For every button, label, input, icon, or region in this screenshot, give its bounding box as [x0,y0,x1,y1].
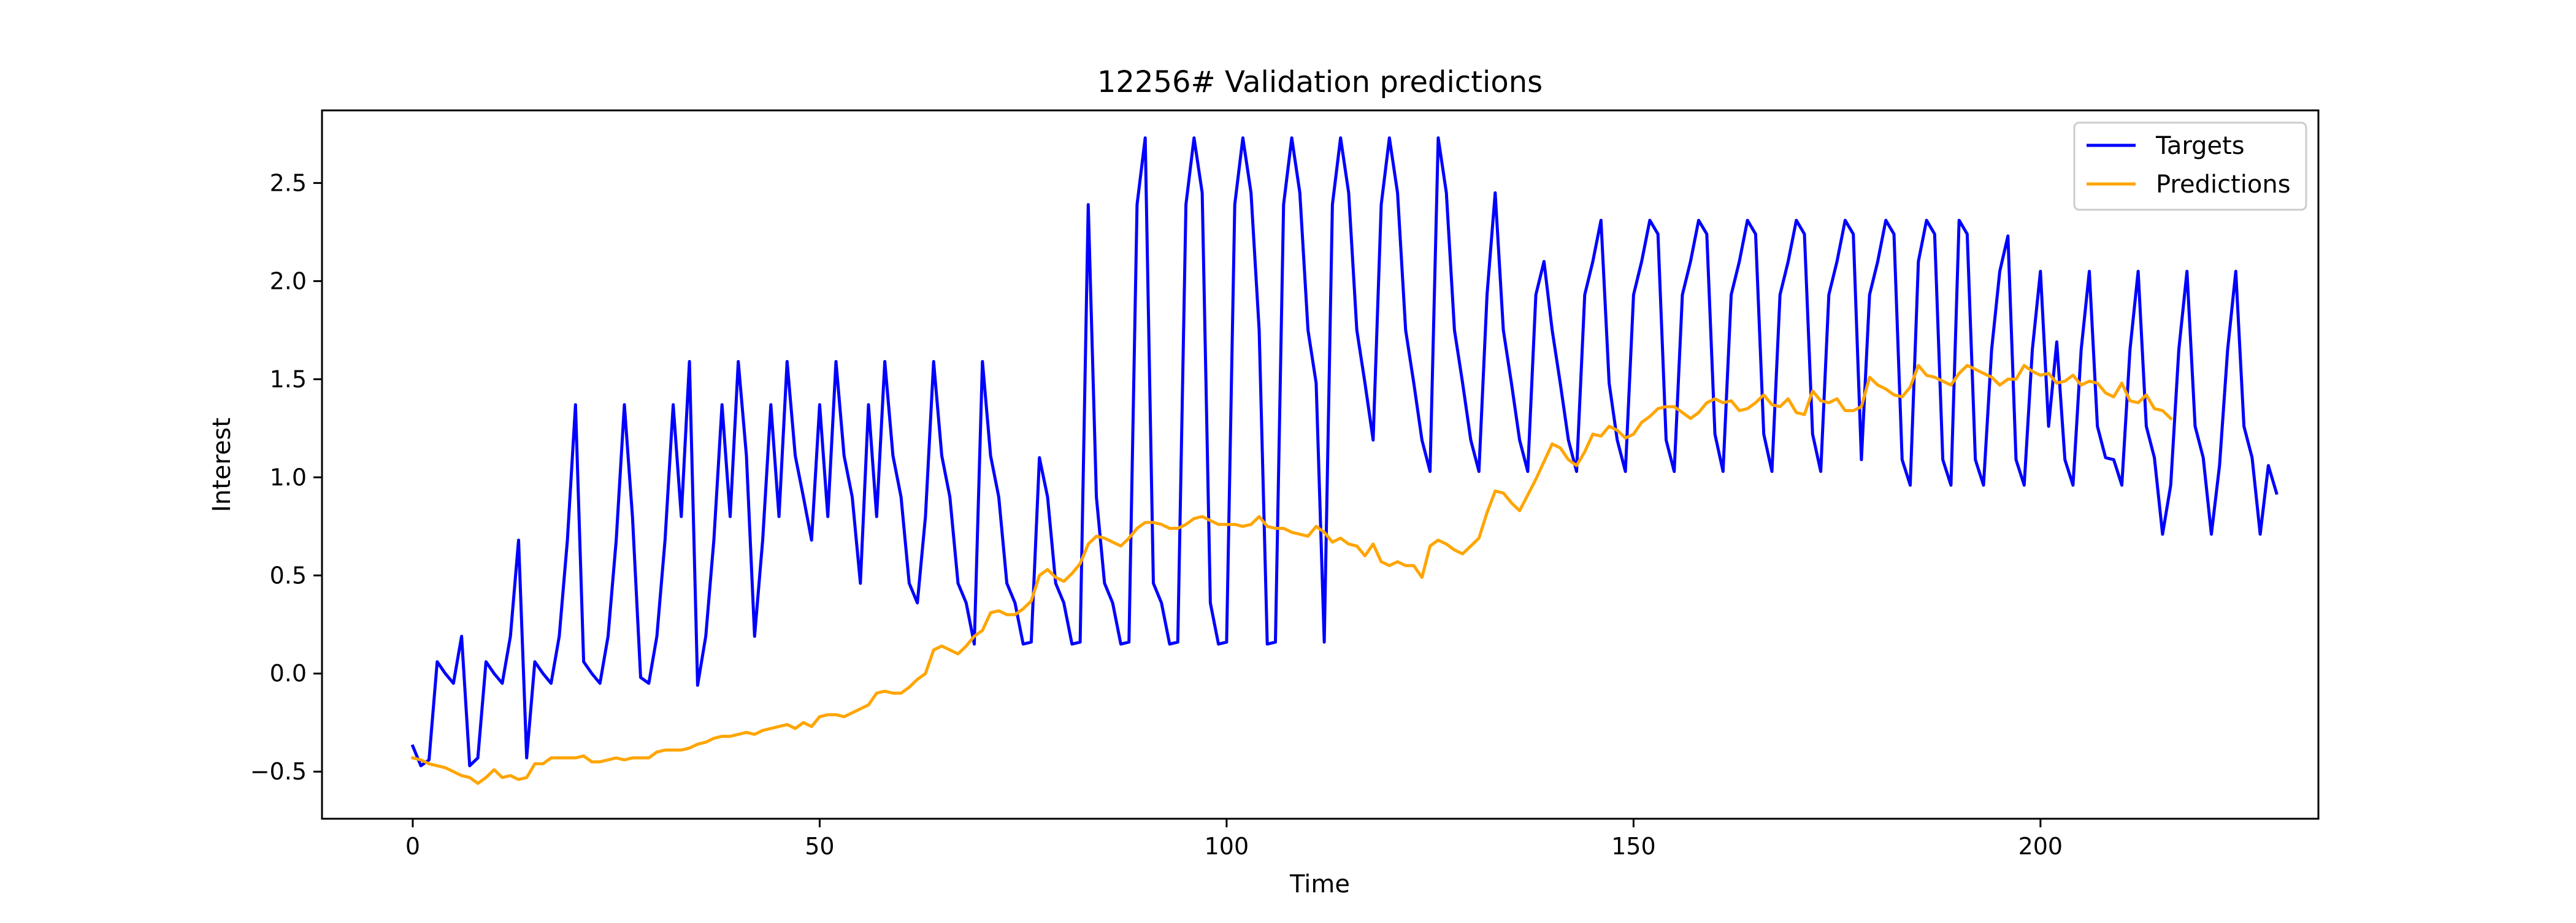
x-tick-label: 100 [1205,833,1249,860]
y-tick-label: 0.5 [270,562,307,589]
x-axis-ticks: 0 50 100 150 200 [405,819,2063,860]
y-tick-label: 0.0 [270,660,307,687]
y-axis-ticks: −0.5 0.0 0.5 1.0 1.5 2.0 2.5 [250,169,322,785]
y-tick-label: 1.5 [270,366,307,393]
x-tick-label: 150 [1611,833,1656,860]
y-tick-label: 2.0 [270,267,307,294]
x-tick-label: 50 [805,833,834,860]
y-tick-label: −0.5 [250,758,307,785]
x-axis-label: Time [1289,870,1350,898]
chart-title: 12256# Validation predictions [1097,65,1543,99]
x-tick-label: 0 [405,833,420,860]
legend-label-targets: Targets [2155,132,2245,160]
series-layer [410,136,2279,785]
x-tick-label: 200 [2018,833,2063,860]
series-line-predictions [410,364,2173,785]
series-line-targets [410,136,2279,768]
y-tick-label: 2.5 [270,169,307,196]
y-tick-label: 1.0 [270,464,307,491]
legend: Targets Predictions [2073,121,2307,211]
axes-frame [321,109,2320,820]
y-axis-label: Interest [208,418,236,512]
legend-label-predictions: Predictions [2156,170,2291,199]
